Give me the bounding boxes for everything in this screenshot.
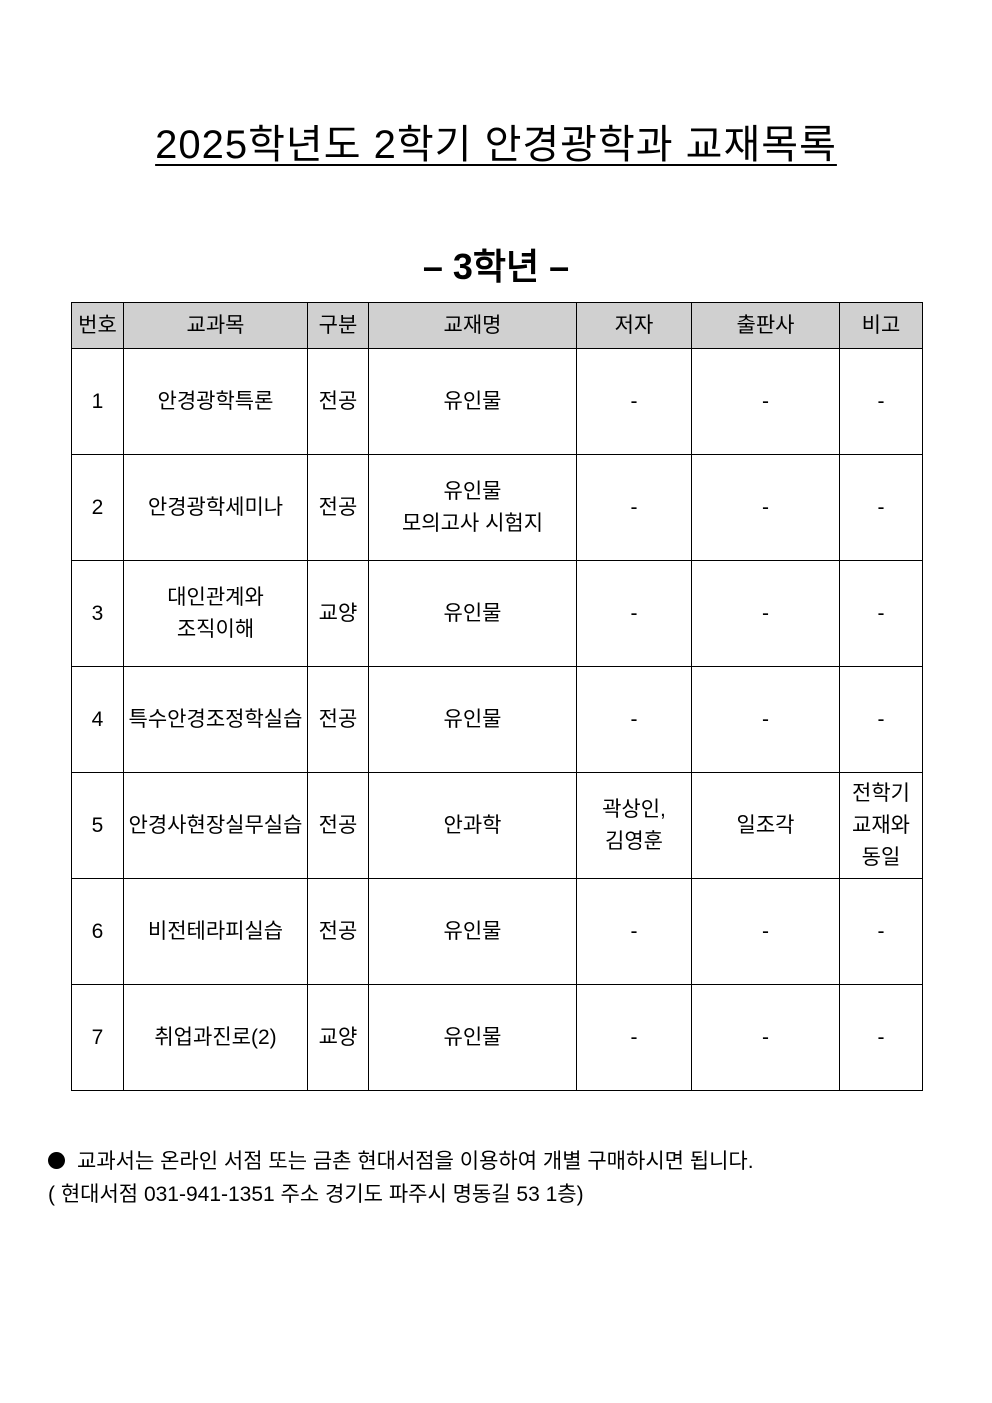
cell-textbook: 유인물 xyxy=(368,984,577,1091)
header-category: 구분 xyxy=(307,302,369,349)
cell-course: 안경광학세미나 xyxy=(123,454,308,561)
header-number: 번호 xyxy=(71,302,124,349)
notes: 교과서는 온라인 서점 또는 금촌 현대서점을 이용하여 개별 구매하시면 됩니… xyxy=(48,1145,754,1211)
cell-category: 교양 xyxy=(307,560,369,667)
table-row: 7 취업과진로(2) 교양 유인물 - - - xyxy=(71,984,923,1091)
cell-textbook: 유인물 xyxy=(368,348,577,455)
cell-author: - xyxy=(576,984,692,1091)
cell-category: 전공 xyxy=(307,878,369,985)
table-row: 1 안경광학특론 전공 유인물 - - - xyxy=(71,348,923,455)
note-line-1: 교과서는 온라인 서점 또는 금촌 현대서점을 이용하여 개별 구매하시면 됩니… xyxy=(48,1145,754,1178)
cell-remarks: 전학기 교재와 동일 xyxy=(839,772,923,879)
cell-number: 4 xyxy=(71,666,124,773)
header-remarks: 비고 xyxy=(839,302,923,349)
document-title: 2025학년도 2학기 안경광학과 교재목록 xyxy=(0,112,992,170)
table-row: 3 대인관계와 조직이해 교양 유인물 - - - xyxy=(71,560,923,667)
cell-textbook: 유인물 모의고사 시험지 xyxy=(368,454,577,561)
cell-remarks: - xyxy=(839,454,923,561)
cell-publisher: 일조각 xyxy=(691,772,840,879)
cell-author: - xyxy=(576,348,692,455)
table-row: 6 비전테라피실습 전공 유인물 - - - xyxy=(71,878,923,985)
cell-remarks: - xyxy=(839,878,923,985)
cell-course: 안경광학특론 xyxy=(123,348,308,455)
header-author: 저자 xyxy=(576,302,692,349)
header-course: 교과목 xyxy=(123,302,308,349)
cell-course: 대인관계와 조직이해 xyxy=(123,560,308,667)
cell-number: 1 xyxy=(71,348,124,455)
note-line-2: ( 현대서점 031-941-1351 주소 경기도 파주시 명동길 53 1층… xyxy=(48,1183,584,1206)
cell-author: - xyxy=(576,878,692,985)
cell-course: 특수안경조정학실습 xyxy=(123,666,308,773)
textbook-table: 번호 교과목 구분 교재명 저자 출판사 비고 1 안경광학특론 전공 유인물 - - -2 안경광학세미… xyxy=(71,302,923,1091)
cell-textbook: 안과학 xyxy=(368,772,577,879)
cell-category: 교양 xyxy=(307,984,369,1091)
header-publisher: 출판사 xyxy=(691,302,840,349)
cell-remarks: - xyxy=(839,348,923,455)
grade-subtitle: – 3학년 – xyxy=(422,246,570,287)
cell-author: - xyxy=(576,454,692,561)
cell-textbook: 유인물 xyxy=(368,878,577,985)
cell-category: 전공 xyxy=(307,348,369,455)
table-header-row: 번호 교과목 구분 교재명 저자 출판사 비고 xyxy=(71,302,923,349)
cell-author: - xyxy=(576,560,692,667)
cell-number: 6 xyxy=(71,878,124,985)
cell-course: 취업과진로(2) xyxy=(123,984,308,1091)
cell-publisher: - xyxy=(691,454,840,561)
cell-publisher: - xyxy=(691,666,840,773)
table-row: 5 안경사현장실무실습 전공 안과학 곽상인, 김영훈 일조각 전학기 교재와 동일 xyxy=(71,772,923,879)
cell-publisher: - xyxy=(691,560,840,667)
cell-course: 안경사현장실무실습 xyxy=(123,772,308,879)
cell-textbook: 유인물 xyxy=(368,666,577,773)
cell-publisher: - xyxy=(691,984,840,1091)
cell-remarks: - xyxy=(839,560,923,667)
cell-number: 5 xyxy=(71,772,124,879)
cell-number: 7 xyxy=(71,984,124,1091)
cell-number: 3 xyxy=(71,560,124,667)
cell-remarks: - xyxy=(839,666,923,773)
bullet-icon xyxy=(48,1152,65,1169)
cell-remarks: - xyxy=(839,984,923,1091)
cell-category: 전공 xyxy=(307,772,369,879)
cell-course: 비전테라피실습 xyxy=(123,878,308,985)
table-row: 2 안경광학세미나 전공 유인물 모의고사 시험지 - - - xyxy=(71,454,923,561)
cell-publisher: - xyxy=(691,348,840,455)
cell-publisher: - xyxy=(691,878,840,985)
cell-number: 2 xyxy=(71,454,124,561)
cell-category: 전공 xyxy=(307,454,369,561)
cell-category: 전공 xyxy=(307,666,369,773)
title-text: 2025학년도 2학기 안경광학과 교재목록 xyxy=(155,123,837,167)
purchase-note: 교과서는 온라인 서점 또는 금촌 현대서점을 이용하여 개별 구매하시면 됩니… xyxy=(77,1150,754,1173)
header-textbook: 교재명 xyxy=(368,302,577,349)
cell-author: 곽상인, 김영훈 xyxy=(576,772,692,879)
cell-textbook: 유인물 xyxy=(368,560,577,667)
table-row: 4 특수안경조정학실습 전공 유인물 - - - xyxy=(71,666,923,773)
cell-author: - xyxy=(576,666,692,773)
